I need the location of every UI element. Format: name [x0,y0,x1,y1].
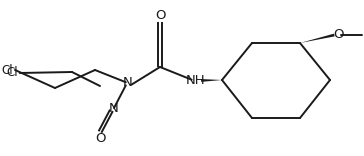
Text: N: N [123,76,133,90]
Polygon shape [201,79,222,82]
Text: O: O [95,132,105,145]
Text: NH: NH [186,73,206,86]
Text: O: O [333,29,343,41]
Polygon shape [300,34,335,43]
Text: O: O [155,9,165,22]
Text: Cl: Cl [7,66,18,80]
Text: N: N [109,102,119,115]
Text: Cl: Cl [1,63,13,76]
